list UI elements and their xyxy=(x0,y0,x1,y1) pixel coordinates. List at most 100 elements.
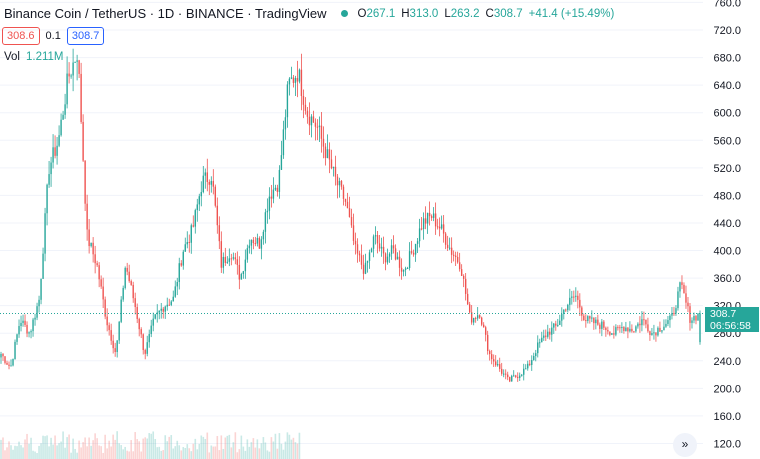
candle-body xyxy=(294,77,297,83)
candle-body xyxy=(418,228,421,242)
volume-bar xyxy=(32,450,34,459)
candle-body xyxy=(74,61,76,63)
candle-body xyxy=(178,263,180,283)
volume-bar xyxy=(204,438,207,459)
volume-bar xyxy=(194,438,197,459)
candle-body xyxy=(136,307,138,319)
volume-bar xyxy=(30,437,32,459)
candle-body xyxy=(667,320,669,324)
volume-bar xyxy=(46,435,48,459)
volume-bar xyxy=(48,446,50,459)
candle-body xyxy=(497,364,499,366)
volume-bar xyxy=(110,446,112,459)
volume-bar xyxy=(94,433,96,459)
candle-body xyxy=(194,210,196,227)
candle-body xyxy=(182,251,184,266)
volume-bar xyxy=(198,443,201,459)
candle-body xyxy=(256,237,259,244)
y-tick-label: 640.0 xyxy=(713,80,741,92)
candle-body xyxy=(44,213,46,254)
candle-body xyxy=(583,315,585,321)
candle-body xyxy=(370,248,373,253)
candle-body xyxy=(154,314,156,319)
candle-body xyxy=(374,235,377,237)
candle-body xyxy=(14,341,16,359)
volume-bar xyxy=(10,445,12,459)
open-value: 267.1 xyxy=(366,7,396,20)
candle-body xyxy=(488,351,491,355)
volume-bar xyxy=(188,448,191,459)
volume-bar xyxy=(284,441,287,459)
candle-body xyxy=(132,284,134,299)
candle-body xyxy=(16,334,18,342)
candle-body xyxy=(188,242,190,244)
candle-body xyxy=(48,174,50,185)
candle-body xyxy=(76,60,78,62)
candle-body xyxy=(513,375,515,377)
volume-bar xyxy=(8,441,10,459)
candle-body xyxy=(116,340,118,353)
candle-body xyxy=(414,243,417,255)
candle-body xyxy=(665,323,667,327)
volume-bar xyxy=(258,448,261,459)
y-tick-label: 360.0 xyxy=(713,273,741,285)
buy-price-button[interactable]: 308.7 xyxy=(66,27,105,45)
volume-label: Vol xyxy=(4,51,20,63)
volume-bar xyxy=(166,441,169,459)
candle-body xyxy=(232,257,235,259)
candle-body xyxy=(585,320,587,322)
candle-body xyxy=(200,192,202,197)
volume-bar xyxy=(218,450,221,459)
price-axis[interactable]: 120.0160.0200.0240.0280.0320.0360.0400.0… xyxy=(713,0,741,451)
candle-body xyxy=(621,327,623,329)
candle-body xyxy=(96,263,98,266)
candle-body xyxy=(553,323,555,328)
volume-bar xyxy=(6,447,8,459)
volume-bar xyxy=(114,439,116,459)
scroll-to-realtime-button[interactable]: » xyxy=(673,433,697,457)
candle-body xyxy=(162,308,164,312)
candle-body xyxy=(306,110,309,117)
volume-bar xyxy=(170,435,173,459)
sell-price-button[interactable]: 308.6 xyxy=(2,27,40,45)
candle-body xyxy=(519,375,521,378)
volume-bar xyxy=(134,432,136,459)
candle-body xyxy=(206,172,208,182)
candle-body xyxy=(260,239,263,249)
volume-bar xyxy=(88,437,90,459)
candle-body xyxy=(212,181,215,187)
volume-bar xyxy=(252,438,255,459)
candle-body xyxy=(174,286,176,297)
volume-bar xyxy=(62,431,64,459)
volume-bar xyxy=(288,434,291,459)
candle-body xyxy=(495,361,497,366)
volume-bar xyxy=(266,450,269,459)
volume-bar xyxy=(22,447,24,459)
candle-body xyxy=(404,268,407,270)
candle-body xyxy=(440,224,443,229)
candle-body xyxy=(428,212,431,217)
candle-body xyxy=(464,278,467,294)
candle-body xyxy=(402,269,405,272)
candle-body xyxy=(589,316,591,319)
candle-body xyxy=(633,331,635,333)
candle-body xyxy=(344,198,347,202)
candle-body xyxy=(60,119,62,136)
symbol-title[interactable]: Binance Coin / TetherUS · 1D · BINANCE ·… xyxy=(4,6,327,21)
volume-bar xyxy=(56,445,58,459)
volume-bar xyxy=(96,438,98,459)
last-price-value: 308.7 xyxy=(710,308,737,320)
candle-body xyxy=(380,246,383,249)
volume-bar xyxy=(232,442,235,459)
volume-bar xyxy=(202,436,205,459)
volume-bar xyxy=(150,433,153,459)
volume-bar xyxy=(92,440,94,459)
volume-bar xyxy=(230,447,233,459)
change-value: +41.4 (+15.49%) xyxy=(528,7,615,20)
volume-bars xyxy=(0,431,301,459)
volume-bar xyxy=(136,439,138,459)
candle-body xyxy=(410,251,413,253)
volume-bar xyxy=(144,437,147,459)
candle-body xyxy=(240,274,243,280)
